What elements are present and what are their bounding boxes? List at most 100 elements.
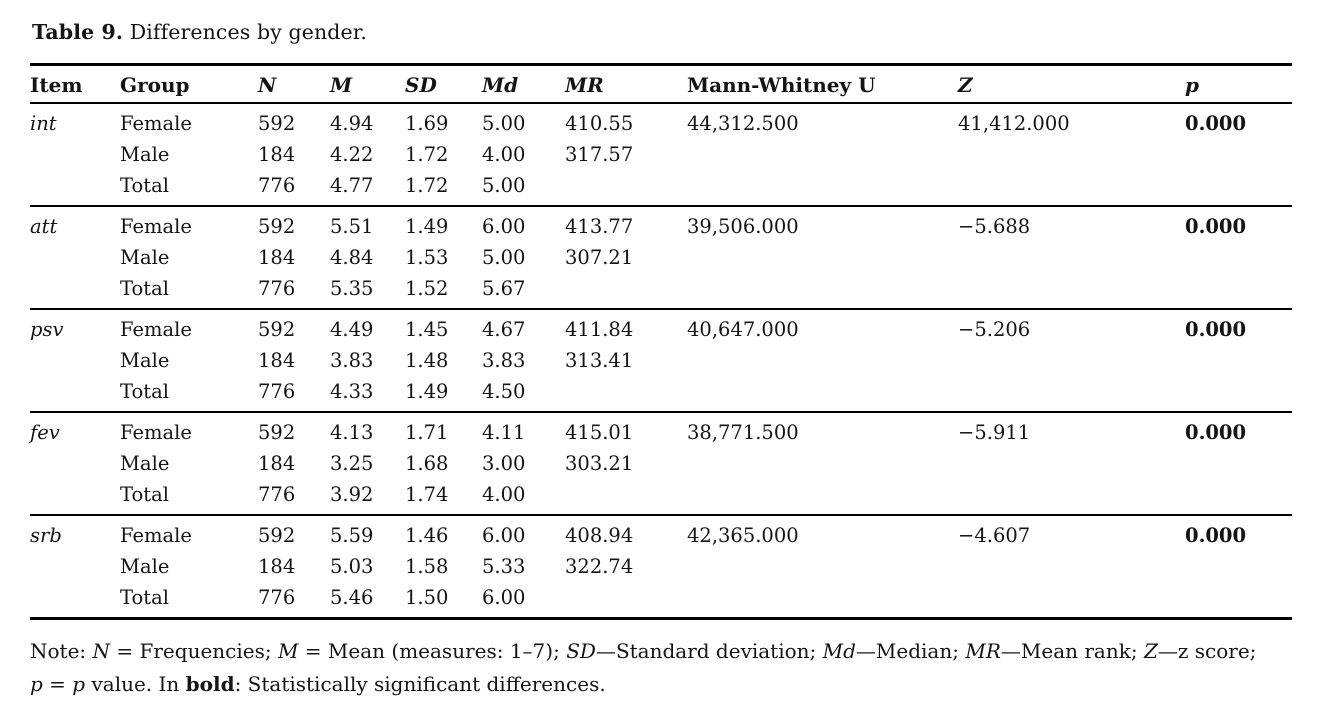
cell-item	[30, 448, 120, 479]
cell-item: fev	[30, 421, 60, 444]
cell-mann-whitney-u	[687, 242, 958, 273]
cell-mann-whitney-u	[687, 345, 958, 376]
cell-item	[30, 376, 120, 412]
cell-sd: 1.49	[405, 215, 449, 238]
cell-mr: 410.55	[565, 112, 634, 135]
column-header-n: N	[258, 73, 277, 97]
header-row: Item Group N M SD Md MR Mann-Whitney U Z…	[30, 65, 1292, 103]
cell-n: 184	[258, 143, 296, 166]
cell-mr	[565, 582, 687, 619]
cell-m: 4.49	[330, 318, 374, 341]
cell-sd: 1.50	[405, 586, 449, 609]
column-header-m: M	[330, 73, 353, 97]
cell-n: 184	[258, 349, 296, 372]
cell-p: 0.000	[1185, 318, 1247, 341]
cell-n: 776	[258, 380, 296, 403]
table-header: Item Group N M SD Md MR Mann-Whitney U Z…	[30, 65, 1292, 103]
note-bold-word: bold	[185, 672, 235, 696]
cell-sd: 1.69	[405, 112, 449, 135]
cell-m: 4.13	[330, 421, 374, 444]
cell-group: Male	[120, 452, 170, 475]
note-text: : Statistically significant differences.	[234, 672, 606, 696]
cell-p	[1185, 345, 1292, 376]
gender-differences-table: Item Group N M SD Md MR Mann-Whitney U Z…	[30, 63, 1292, 620]
cell-item: att	[30, 215, 58, 238]
note-symbol-p-value: p	[72, 672, 86, 696]
cell-mann-whitney-u	[687, 170, 958, 206]
cell-z: 41,412.000	[958, 112, 1070, 135]
cell-md: 5.00	[482, 174, 526, 197]
table-row: att Female 592 5.51 1.49 6.00 413.77 39,…	[30, 206, 1292, 242]
note-symbol-sd: SD	[566, 639, 596, 663]
cell-n: 184	[258, 246, 296, 269]
table-caption-text: Differences by gender.	[123, 20, 367, 44]
cell-n: 776	[258, 586, 296, 609]
cell-z	[958, 448, 1185, 479]
table-row: Male 184 5.03 1.58 5.33 322.74	[30, 551, 1292, 582]
cell-sd: 1.52	[405, 277, 449, 300]
cell-group: Female	[120, 421, 192, 444]
cell-sd: 1.71	[405, 421, 449, 444]
cell-mann-whitney-u	[687, 139, 958, 170]
cell-p	[1185, 479, 1292, 515]
cell-p	[1185, 551, 1292, 582]
cell-item	[30, 479, 120, 515]
note-text: =	[42, 672, 73, 696]
cell-item	[30, 551, 120, 582]
cell-n: 776	[258, 174, 296, 197]
cell-p: 0.000	[1185, 524, 1247, 547]
cell-mr: 413.77	[565, 215, 634, 238]
cell-n: 184	[258, 452, 296, 475]
cell-mann-whitney-u: 38,771.500	[687, 421, 799, 444]
cell-m: 5.46	[330, 586, 374, 609]
cell-z: −5.206	[958, 318, 1031, 341]
cell-p: 0.000	[1185, 215, 1247, 238]
cell-mann-whitney-u: 39,506.000	[687, 215, 799, 238]
note-symbol-mr: MR	[965, 639, 1001, 663]
cell-item	[30, 582, 120, 619]
cell-md: 4.11	[482, 421, 526, 444]
cell-md: 4.50	[482, 380, 526, 403]
table-row: Total 776 5.35 1.52 5.67	[30, 273, 1292, 309]
cell-n: 776	[258, 483, 296, 506]
cell-p	[1185, 582, 1292, 619]
cell-n: 592	[258, 318, 296, 341]
column-header-item: Item	[30, 73, 83, 97]
column-header-mr: MR	[565, 73, 604, 97]
item-group-psv: psv Female 592 4.49 1.45 4.67 411.84 40,…	[30, 309, 1292, 412]
cell-sd: 1.46	[405, 524, 449, 547]
cell-m: 4.94	[330, 112, 374, 135]
cell-item: int	[30, 112, 57, 135]
cell-z	[958, 551, 1185, 582]
cell-mann-whitney-u	[687, 479, 958, 515]
note-text: —z score;	[1157, 639, 1257, 663]
item-group-fev: fev Female 592 4.13 1.71 4.11 415.01 38,…	[30, 412, 1292, 515]
cell-group: Total	[120, 483, 169, 506]
cell-group: Female	[120, 524, 192, 547]
cell-m: 3.83	[330, 349, 374, 372]
table-row: Male 184 3.25 1.68 3.00 303.21	[30, 448, 1292, 479]
cell-group: Male	[120, 143, 170, 166]
cell-p: 0.000	[1185, 421, 1247, 444]
item-group-srb: srb Female 592 5.59 1.46 6.00 408.94 42,…	[30, 515, 1292, 619]
cell-md: 3.00	[482, 452, 526, 475]
cell-group: Total	[120, 174, 169, 197]
cell-z	[958, 273, 1185, 309]
cell-m: 5.51	[330, 215, 374, 238]
cell-md: 4.00	[482, 143, 526, 166]
cell-mann-whitney-u: 44,312.500	[687, 112, 799, 135]
cell-m: 3.92	[330, 483, 374, 506]
item-group-att: att Female 592 5.51 1.49 6.00 413.77 39,…	[30, 206, 1292, 309]
column-header-z: Z	[958, 73, 973, 97]
cell-group: Female	[120, 215, 192, 238]
note-symbol-z: Z	[1143, 639, 1158, 663]
table-row: srb Female 592 5.59 1.46 6.00 408.94 42,…	[30, 515, 1292, 551]
cell-item	[30, 242, 120, 273]
cell-sd: 1.58	[405, 555, 449, 578]
cell-md: 3.83	[482, 349, 526, 372]
cell-md: 5.67	[482, 277, 526, 300]
note-symbol-m: M	[277, 639, 299, 663]
cell-z	[958, 139, 1185, 170]
cell-mr	[565, 273, 687, 309]
cell-md: 6.00	[482, 586, 526, 609]
